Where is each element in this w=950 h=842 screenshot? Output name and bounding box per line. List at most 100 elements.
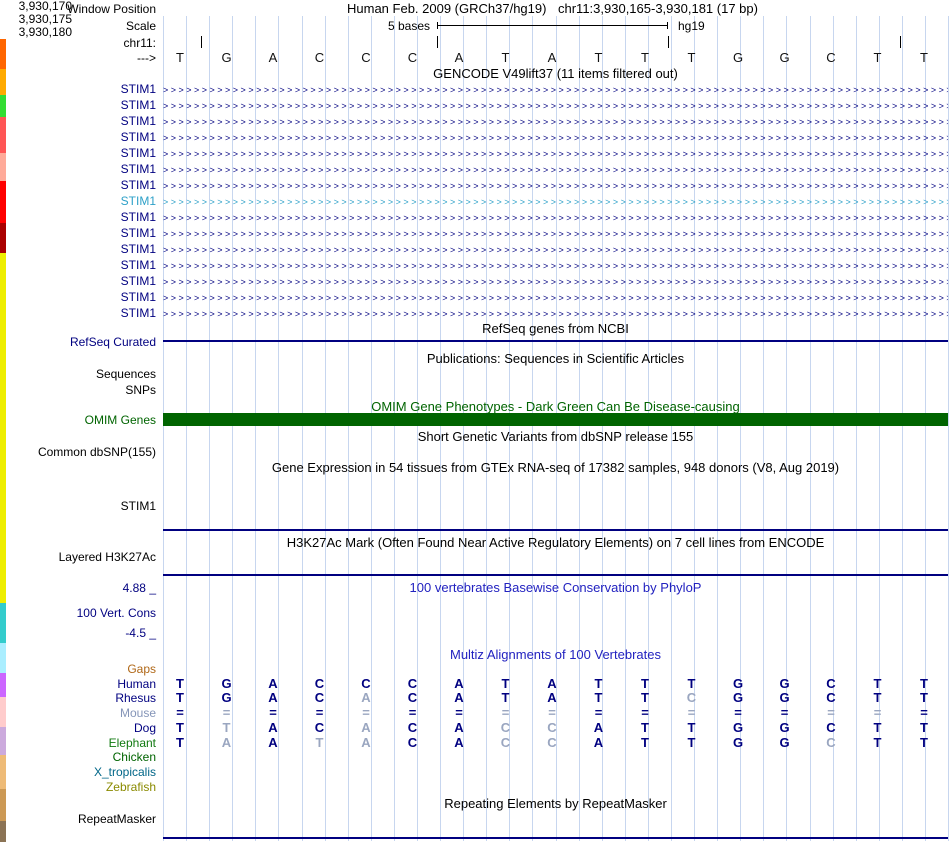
transcript-label: STIM1 (120, 306, 156, 320)
gtex-tissue-bar[interactable] (0, 117, 6, 153)
gtex-tissue-bar[interactable] (0, 335, 6, 367)
repeatmasker-track-label: RepeatMasker (77, 812, 156, 826)
transcript-intron-arrows[interactable]: >>>>>>>>>>>>>>>>>>>>>>>>>>>>>>>>>>>>>>>>… (163, 277, 948, 287)
base-letter: C (361, 50, 371, 65)
gtex-tissue-bar[interactable] (0, 305, 6, 335)
transcript-intron-arrows[interactable]: >>>>>>>>>>>>>>>>>>>>>>>>>>>>>>>>>>>>>>>>… (163, 309, 948, 319)
gtex-tissue-bar[interactable] (0, 403, 6, 433)
multiz-base: T (594, 676, 603, 691)
window-position-value: chr11:3,930,165-3,930,181 (17 bp) (558, 1, 758, 16)
base-letter: G (779, 50, 790, 65)
column-gridline (832, 16, 834, 841)
column-gridline (740, 16, 742, 841)
transcript-intron-arrows[interactable]: >>>>>>>>>>>>>>>>>>>>>>>>>>>>>>>>>>>>>>>>… (163, 133, 948, 143)
multiz-base: A (547, 676, 557, 691)
transcript-label: STIM1 (120, 194, 156, 208)
multiz-base: C (314, 676, 325, 691)
multiz-base: C (407, 720, 418, 735)
gtex-tissue-bar[interactable] (0, 277, 6, 305)
ruler-coordinate-label: 3,930,170 (18, 0, 72, 13)
gtex-tissue-bar[interactable] (0, 643, 6, 673)
gtex-tissue-bar[interactable] (0, 69, 6, 95)
gencode-track-title: GENCODE V49lift37 (11 items filtered out… (433, 66, 678, 81)
gtex-tissue-bar[interactable] (0, 39, 6, 69)
gtex-tissue-bar[interactable] (0, 95, 6, 117)
multiz-base: = (362, 705, 370, 720)
gtex-tissue-bar[interactable] (0, 673, 6, 697)
multiz-base: C (826, 676, 836, 691)
omim-gene-item[interactable] (163, 413, 948, 426)
column-gridline (324, 16, 326, 841)
gtex-tissue-bar[interactable] (0, 433, 6, 461)
transcript-intron-arrows[interactable]: >>>>>>>>>>>>>>>>>>>>>>>>>>>>>>>>>>>>>>>>… (163, 293, 948, 303)
multiz-base: T (594, 690, 603, 705)
multiz-base: A (268, 690, 278, 705)
transcript-intron-arrows[interactable]: >>>>>>>>>>>>>>>>>>>>>>>>>>>>>>>>>>>>>>>>… (163, 229, 948, 239)
multiz-base: C (407, 735, 418, 750)
column-gridline (393, 16, 395, 841)
column-gridline (209, 16, 211, 841)
transcript-intron-arrows[interactable]: >>>>>>>>>>>>>>>>>>>>>>>>>>>>>>>>>>>>>>>>… (163, 197, 948, 207)
ruler-tick-mark[interactable] (900, 36, 901, 48)
refseq-curated-item[interactable] (163, 340, 948, 342)
column-gridline (901, 16, 903, 841)
multiz-base: T (873, 735, 882, 750)
ruler-tick-mark[interactable] (201, 36, 202, 48)
column-gridline (440, 16, 442, 841)
gtex-tissue-bar[interactable] (0, 253, 6, 277)
gtex-tissue-bar[interactable] (0, 153, 6, 181)
transcript-label: STIM1 (120, 114, 156, 128)
base-letter: C (407, 50, 418, 65)
base-letter: G (221, 50, 232, 65)
scale-value: 5 bases (387, 19, 430, 33)
gtex-tissue-bar[interactable] (0, 603, 6, 643)
gtex-tissue-bar[interactable] (0, 563, 6, 583)
column-gridline (624, 16, 626, 841)
transcript-intron-arrows[interactable]: >>>>>>>>>>>>>>>>>>>>>>>>>>>>>>>>>>>>>>>>… (163, 117, 948, 127)
gtex-tissue-bar[interactable] (0, 461, 6, 487)
refseq-track-title: RefSeq genes from NCBI (482, 321, 629, 336)
transcript-intron-arrows[interactable]: >>>>>>>>>>>>>>>>>>>>>>>>>>>>>>>>>>>>>>>>… (163, 85, 948, 95)
multiz-base: T (176, 676, 184, 691)
gtex-tissue-bar[interactable] (0, 727, 6, 755)
transcript-intron-arrows[interactable]: >>>>>>>>>>>>>>>>>>>>>>>>>>>>>>>>>>>>>>>>… (163, 101, 948, 111)
multiz-base: T (501, 676, 510, 691)
transcript-intron-arrows[interactable]: >>>>>>>>>>>>>>>>>>>>>>>>>>>>>>>>>>>>>>>>… (163, 165, 948, 175)
ruler-tick-mark[interactable] (437, 36, 438, 48)
genome-version-label: hg19 (678, 19, 705, 33)
transcript-intron-arrows[interactable]: >>>>>>>>>>>>>>>>>>>>>>>>>>>>>>>>>>>>>>>>… (163, 261, 948, 271)
gtex-tissue-bar[interactable] (0, 697, 6, 727)
gtex-tissue-bar[interactable] (0, 789, 6, 821)
multiz-species-label: Mouse (119, 706, 156, 720)
snps-track-label: SNPs (125, 383, 156, 397)
gtex-tissue-bar[interactable] (0, 181, 6, 223)
multiz-base: T (222, 720, 231, 735)
multiz-base: T (873, 676, 882, 691)
multiz-base: A (268, 676, 278, 691)
gtex-tissue-bar[interactable] (0, 539, 6, 563)
column-gridline (786, 16, 788, 841)
transcript-intron-arrows[interactable]: >>>>>>>>>>>>>>>>>>>>>>>>>>>>>>>>>>>>>>>>… (163, 181, 948, 191)
gtex-tissue-bar[interactable] (0, 821, 6, 842)
gtex-tissue-bar[interactable] (0, 511, 6, 539)
gtex-tissue-bar[interactable] (0, 583, 6, 603)
multiz-base: G (221, 690, 232, 705)
scale-bar-left-tick (437, 22, 438, 29)
gtex-tissue-bar[interactable] (0, 367, 6, 403)
transcript-label: STIM1 (120, 258, 156, 272)
multiz-base: G (779, 720, 790, 735)
ruler-tick-mark[interactable] (668, 36, 669, 48)
multiz-base: = (269, 705, 277, 720)
gtex-tissue-bar[interactable] (0, 223, 6, 253)
gtex-tissue-bar[interactable] (0, 487, 6, 511)
column-gridline (878, 16, 880, 841)
transcript-intron-arrows[interactable]: >>>>>>>>>>>>>>>>>>>>>>>>>>>>>>>>>>>>>>>>… (163, 149, 948, 159)
multiz-base: = (780, 705, 789, 720)
column-gridline (347, 16, 349, 841)
gtex-tissue-bar[interactable] (0, 755, 6, 789)
transcript-intron-arrows[interactable]: >>>>>>>>>>>>>>>>>>>>>>>>>>>>>>>>>>>>>>>>… (163, 213, 948, 223)
transcript-intron-arrows[interactable]: >>>>>>>>>>>>>>>>>>>>>>>>>>>>>>>>>>>>>>>>… (163, 245, 948, 255)
base-letter: T (641, 50, 649, 65)
column-gridline (370, 16, 372, 841)
multiz-base: G (779, 690, 790, 705)
